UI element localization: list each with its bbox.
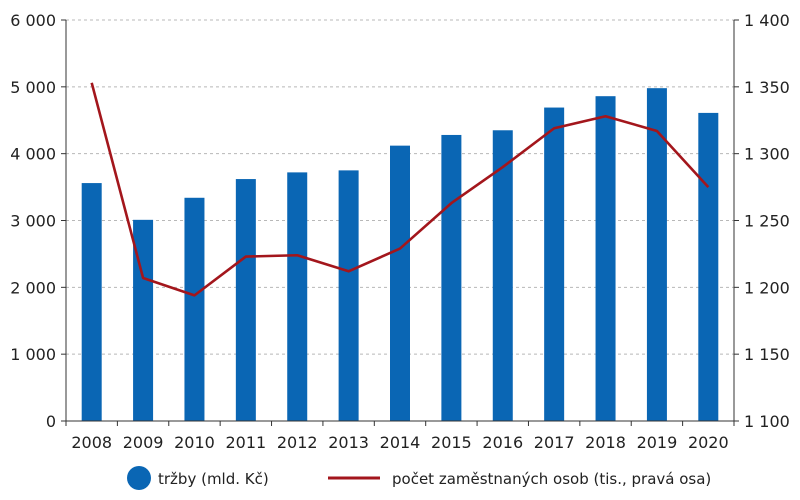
x-tick-label: 2008: [71, 433, 112, 452]
right-tick-label: 1 150: [744, 345, 790, 364]
x-tick-label: 2018: [585, 433, 626, 452]
left-tick-label: 2 000: [10, 278, 56, 297]
bar-2010: [184, 197, 205, 421]
legend-bar-marker: [127, 466, 151, 490]
x-tick-label: 2017: [534, 433, 575, 452]
bar-2011: [235, 179, 256, 421]
left-tick-label: 5 000: [10, 78, 56, 97]
x-tick-label: 2010: [174, 433, 215, 452]
x-tick-label: 2014: [380, 433, 421, 452]
tick-labels: 0 1 000 2 000 3 000 4 000 5 000 6 000 1 100 1 15…: [10, 11, 790, 452]
legend-line-label: počet zaměstnaných osob (tis., pravá osa…: [392, 470, 711, 488]
left-tick-label: 4 000: [10, 145, 56, 164]
right-tick-label: 1 350: [744, 78, 790, 97]
right-tick-label: 1 400: [744, 11, 790, 30]
left-tick-label: 0: [46, 412, 56, 431]
right-tick-label: 1 250: [744, 212, 790, 231]
right-tick-label: 1 300: [744, 145, 790, 164]
x-tick-label: 2009: [123, 433, 164, 452]
axes: [61, 19, 739, 426]
left-tick-label: 1 000: [10, 345, 56, 364]
left-tick-label: 6 000: [10, 11, 56, 30]
bar-2019: [646, 88, 667, 422]
x-tick-label: 2015: [431, 433, 472, 452]
bar-2020: [698, 112, 719, 422]
bar-2009: [133, 219, 154, 421]
bar-2014: [390, 145, 410, 421]
x-tick-label: 2012: [277, 433, 318, 452]
bar-2013: [338, 170, 359, 421]
bar-series: [81, 88, 719, 422]
x-tick-label: 2020: [688, 433, 729, 452]
right-tick-label: 1 200: [744, 278, 790, 297]
legend-bar-label: tržby (mld. Kč): [158, 470, 269, 488]
line-series: [90, 82, 710, 297]
legend: tržby (mld. Kč) počet zaměstnaných osob …: [127, 466, 711, 490]
bar-2018: [595, 96, 616, 421]
x-tick-label: 2011: [225, 433, 266, 452]
right-tick-label: 1 100: [744, 412, 790, 431]
bar-2017: [544, 107, 565, 421]
x-tick-label: 2016: [482, 433, 523, 452]
bar-2008: [81, 183, 102, 421]
bar-2016: [492, 130, 513, 421]
left-tick-label: 3 000: [10, 212, 56, 231]
x-tick-label: 2013: [328, 433, 369, 452]
x-tick-label: 2019: [637, 433, 678, 452]
bar-2015: [441, 134, 462, 421]
bar-2012: [287, 172, 308, 421]
